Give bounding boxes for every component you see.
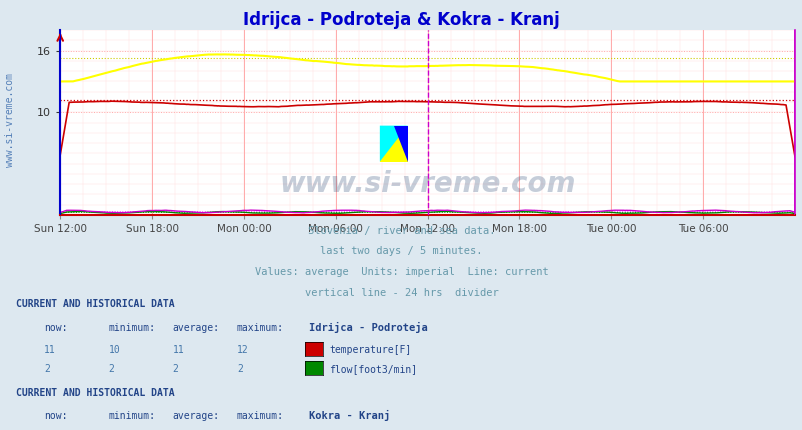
- Text: now:: now:: [44, 323, 67, 333]
- Text: www.si-vreme.com: www.si-vreme.com: [279, 170, 575, 198]
- Text: average:: average:: [172, 323, 220, 333]
- Text: flow[foot3/min]: flow[foot3/min]: [329, 364, 417, 374]
- Text: minimum:: minimum:: [108, 411, 156, 421]
- Text: vertical line - 24 hrs  divider: vertical line - 24 hrs divider: [304, 288, 498, 298]
- Text: last two days / 5 minutes.: last two days / 5 minutes.: [320, 246, 482, 256]
- Text: CURRENT AND HISTORICAL DATA: CURRENT AND HISTORICAL DATA: [16, 387, 175, 398]
- Bar: [379, 126, 407, 162]
- Text: Slovenia / river and sea data.: Slovenia / river and sea data.: [307, 226, 495, 236]
- Text: 2: 2: [108, 364, 114, 374]
- Text: 10: 10: [108, 344, 120, 355]
- Text: temperature[F]: temperature[F]: [329, 344, 411, 355]
- Text: 2: 2: [44, 364, 50, 374]
- Text: 11: 11: [44, 344, 56, 355]
- Text: CURRENT AND HISTORICAL DATA: CURRENT AND HISTORICAL DATA: [16, 299, 175, 310]
- Polygon shape: [379, 126, 407, 162]
- Text: 12: 12: [237, 344, 249, 355]
- Text: maximum:: maximum:: [237, 323, 284, 333]
- Text: www.si-vreme.com: www.si-vreme.com: [5, 74, 14, 167]
- Text: maximum:: maximum:: [237, 411, 284, 421]
- Text: average:: average:: [172, 411, 220, 421]
- Text: Idrijca - Podroteja: Idrijca - Podroteja: [309, 322, 427, 333]
- Text: Idrijca - Podroteja & Kokra - Kranj: Idrijca - Podroteja & Kokra - Kranj: [243, 11, 559, 29]
- Text: Kokra - Kranj: Kokra - Kranj: [309, 410, 390, 421]
- Text: 11: 11: [172, 344, 184, 355]
- Text: now:: now:: [44, 411, 67, 421]
- Text: Values: average  Units: imperial  Line: current: Values: average Units: imperial Line: cu…: [254, 267, 548, 277]
- Text: 2: 2: [172, 364, 178, 374]
- Polygon shape: [393, 126, 407, 162]
- Text: minimum:: minimum:: [108, 323, 156, 333]
- Text: 2: 2: [237, 364, 242, 374]
